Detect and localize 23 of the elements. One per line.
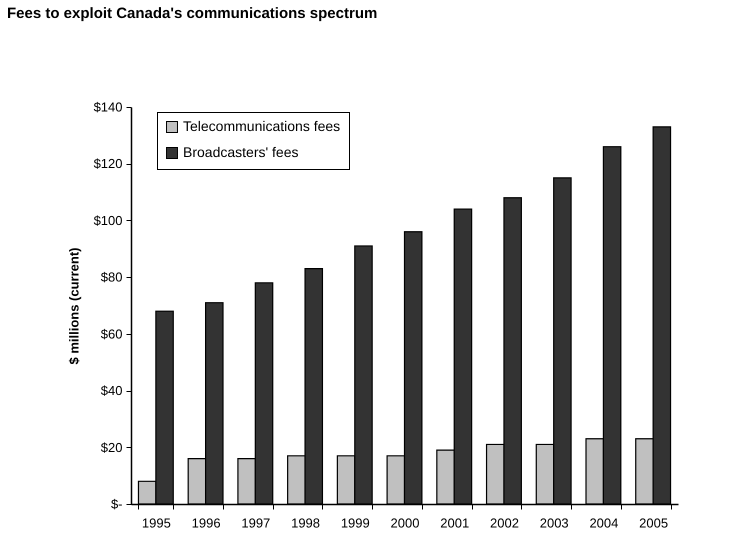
y-tick-label: $80 (100, 270, 122, 285)
y-tick-label: $40 (100, 383, 122, 398)
x-tick-label: 1996 (192, 516, 221, 530)
x-tick-label: 1995 (142, 516, 171, 530)
y-tick-label: $100 (94, 212, 122, 228)
y-tick-label: $- (110, 496, 122, 512)
y-tick-label: $20 (100, 440, 122, 455)
x-tick-label: 2001 (440, 516, 470, 530)
x-tick-label: 2002 (490, 516, 519, 530)
chart-title: Fees to exploit Canada's communications spectrum (7, 5, 378, 22)
x-tick-label: 1998 (291, 516, 320, 530)
x-tick-label: 1997 (241, 516, 270, 530)
x-tick-label: 2004 (589, 516, 618, 530)
y-tick-label: $60 (100, 326, 122, 342)
x-tick-label: 2005 (639, 516, 668, 530)
x-tick-label: 2003 (540, 516, 569, 530)
y-axis-title: $ millions (current) (66, 247, 82, 365)
x-tick-label: 2000 (390, 516, 420, 530)
y-tick-label: $140 (94, 100, 122, 114)
legend-label: Telecommunications fees (183, 118, 340, 134)
legend-label: Broadcasters' fees (183, 144, 299, 160)
x-tick-label: 1999 (340, 516, 370, 530)
y-tick-label: $120 (94, 156, 122, 172)
